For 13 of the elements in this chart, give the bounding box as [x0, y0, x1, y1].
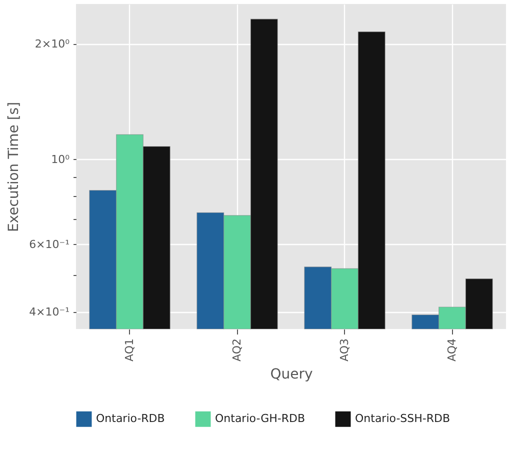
x-axis-title: Query: [270, 366, 313, 382]
x-tick-label: AQ4: [445, 338, 458, 362]
y-tick-label: 6×10⁻¹: [29, 238, 70, 251]
y-tick-label: 10⁰: [51, 152, 70, 166]
y-tick-label: 4×10⁻¹: [29, 305, 70, 318]
x-tick-label: AQ3: [338, 338, 351, 362]
legend-label: Ontario-SSH-RDB: [355, 412, 450, 426]
y-axis-title: Execution Time [s]: [6, 102, 22, 232]
y-tick-label: 2×10⁰: [34, 37, 70, 50]
x-tick-label: AQ1: [122, 338, 136, 362]
legend-label: Ontario-RDB: [96, 412, 165, 426]
legend-label: Ontario-GH-RDB: [215, 412, 305, 426]
x-tick-label: AQ2: [230, 338, 244, 362]
